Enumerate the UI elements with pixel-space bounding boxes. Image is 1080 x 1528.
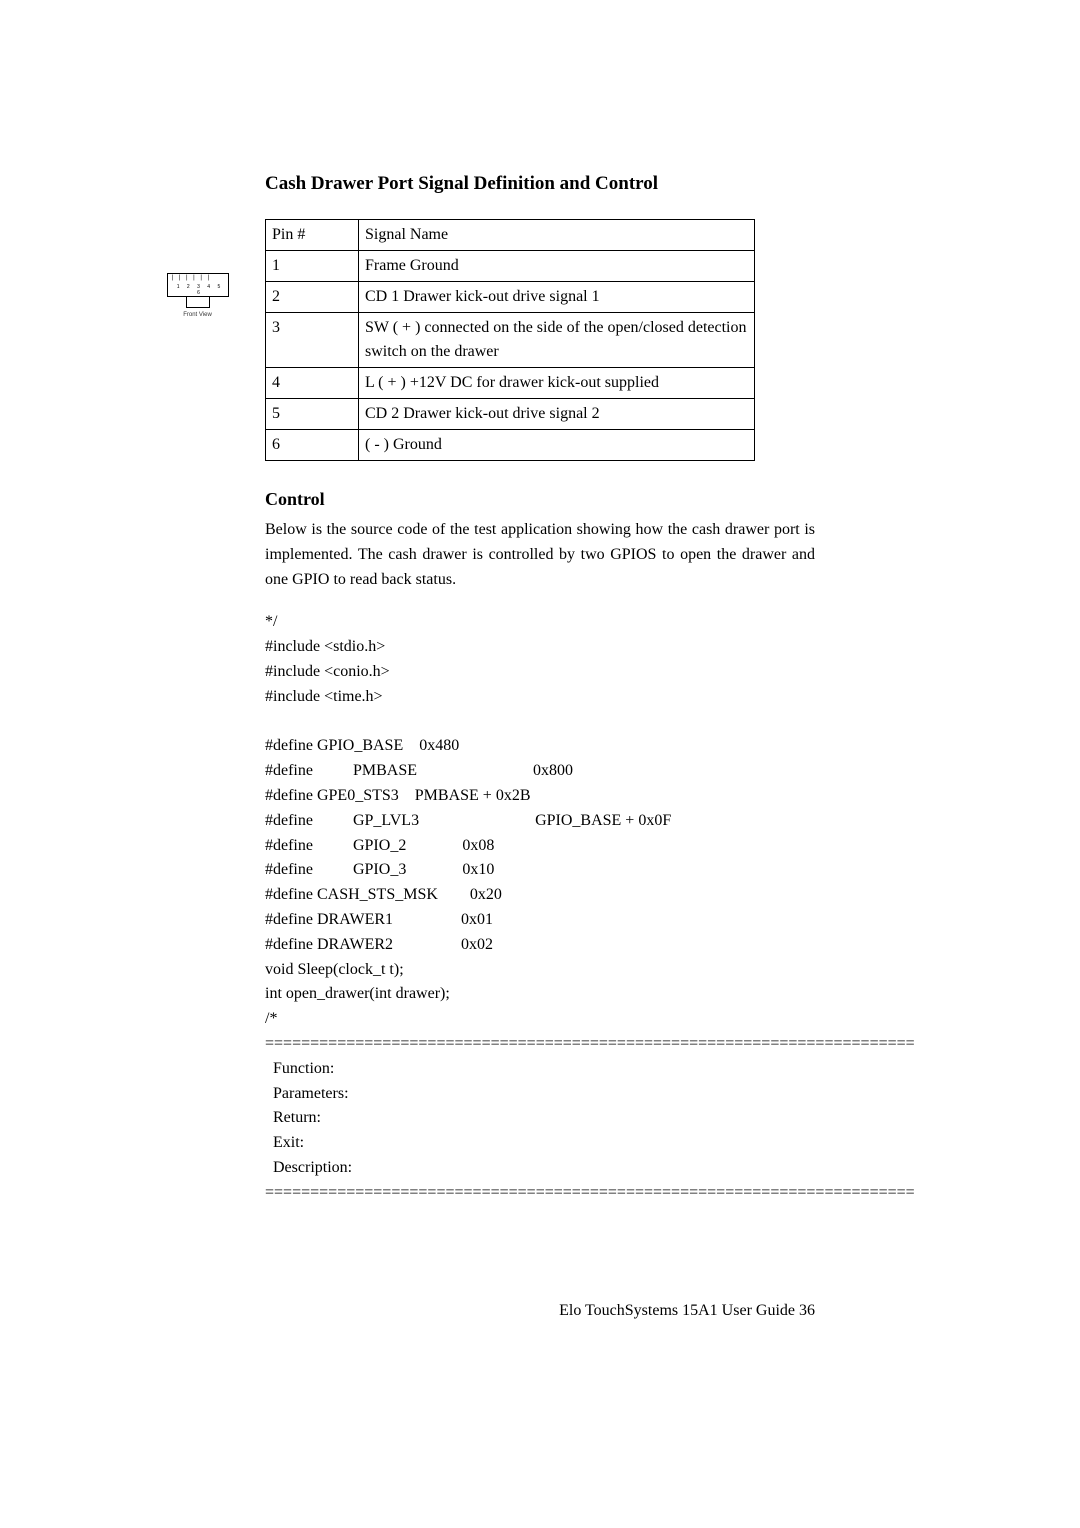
table-header-row: Pin # Signal Name bbox=[266, 220, 755, 251]
code-line: */ bbox=[265, 613, 277, 630]
table-cell-signal: SW ( + ) connected on the side of the op… bbox=[359, 313, 755, 368]
table-cell-pin: 2 bbox=[266, 282, 359, 313]
table-header-pin: Pin # bbox=[266, 220, 359, 251]
code-listing: */ #include <stdio.h> #include <conio.h>… bbox=[265, 610, 815, 1205]
table-cell-signal: Frame Ground bbox=[359, 251, 755, 282]
table-cell-signal: CD 2 Drawer kick-out drive signal 2 bbox=[359, 399, 755, 430]
table-cell-pin: 5 bbox=[266, 399, 359, 430]
table-row: 1 Frame Ground bbox=[266, 251, 755, 282]
code-line: #define GPIO_3 0x10 bbox=[265, 861, 494, 878]
table-header-signal: Signal Name bbox=[359, 220, 755, 251]
signal-table: Pin # Signal Name 1 Frame Ground 2 CD 1 … bbox=[265, 219, 755, 461]
table-cell-signal: CD 1 Drawer kick-out drive signal 1 bbox=[359, 282, 755, 313]
code-line: #define CASH_STS_MSK 0x20 bbox=[265, 886, 502, 903]
page-content: Cash Drawer Port Signal Definition and C… bbox=[265, 173, 815, 1206]
rj-pin-marks: | | | | | | bbox=[172, 275, 212, 281]
rj-tab bbox=[186, 297, 210, 308]
code-line: Return: bbox=[265, 1109, 321, 1126]
code-line: void Sleep(clock_t t); bbox=[265, 961, 404, 978]
code-line: Parameters: bbox=[265, 1085, 349, 1102]
code-line: Function: bbox=[265, 1060, 334, 1077]
code-line: #include <time.h> bbox=[265, 688, 383, 705]
table-cell-pin: 1 bbox=[266, 251, 359, 282]
table-cell-pin: 6 bbox=[266, 430, 359, 461]
table-cell-signal: ( - ) Ground bbox=[359, 430, 755, 461]
code-line: #define PMBASE 0x800 bbox=[265, 762, 573, 779]
table-cell-pin: 4 bbox=[266, 368, 359, 399]
section-title: Cash Drawer Port Signal Definition and C… bbox=[265, 173, 815, 195]
code-line: #define GPIO_BASE 0x480 bbox=[265, 737, 459, 754]
control-heading: Control bbox=[265, 489, 815, 510]
code-line: Exit: bbox=[265, 1134, 304, 1151]
table-row: 2 CD 1 Drawer kick-out drive signal 1 bbox=[266, 282, 755, 313]
code-line: #define GPIO_2 0x08 bbox=[265, 837, 494, 854]
code-divider: ========================================… bbox=[265, 1184, 915, 1201]
rj-connector-outline: | | | | | | 1 2 3 4 5 6 bbox=[167, 273, 229, 297]
table-cell-signal: L ( + ) +12V DC for drawer kick-out supp… bbox=[359, 368, 755, 399]
table-cell-pin: 3 bbox=[266, 313, 359, 368]
code-line: #include <conio.h> bbox=[265, 663, 390, 680]
code-line: #define DRAWER2 0x02 bbox=[265, 936, 493, 953]
connector-diagram: | | | | | | 1 2 3 4 5 6 Front View bbox=[155, 273, 240, 318]
table-row: 5 CD 2 Drawer kick-out drive signal 2 bbox=[266, 399, 755, 430]
code-divider: ========================================… bbox=[265, 1035, 915, 1052]
code-line: #define GP_LVL3 GPIO_BASE + 0x0F bbox=[265, 812, 671, 829]
figure-label: Front View bbox=[155, 312, 240, 318]
code-line: #include <stdio.h> bbox=[265, 638, 385, 655]
page-footer: Elo TouchSystems 15A1 User Guide 36 bbox=[265, 1302, 815, 1320]
code-line: #define GPE0_STS3 PMBASE + 0x2B bbox=[265, 787, 531, 804]
table-row: 4 L ( + ) +12V DC for drawer kick-out su… bbox=[266, 368, 755, 399]
code-line: Description: bbox=[265, 1159, 352, 1176]
table-row: 3 SW ( + ) connected on the side of the … bbox=[266, 313, 755, 368]
control-paragraph: Below is the source code of the test app… bbox=[265, 518, 815, 592]
code-line: #define DRAWER1 0x01 bbox=[265, 911, 493, 928]
table-row: 6 ( - ) Ground bbox=[266, 430, 755, 461]
code-line: /* bbox=[265, 1010, 277, 1027]
rj-pin-numbers: 1 2 3 4 5 6 bbox=[173, 284, 228, 296]
code-line: int open_drawer(int drawer); bbox=[265, 985, 450, 1002]
